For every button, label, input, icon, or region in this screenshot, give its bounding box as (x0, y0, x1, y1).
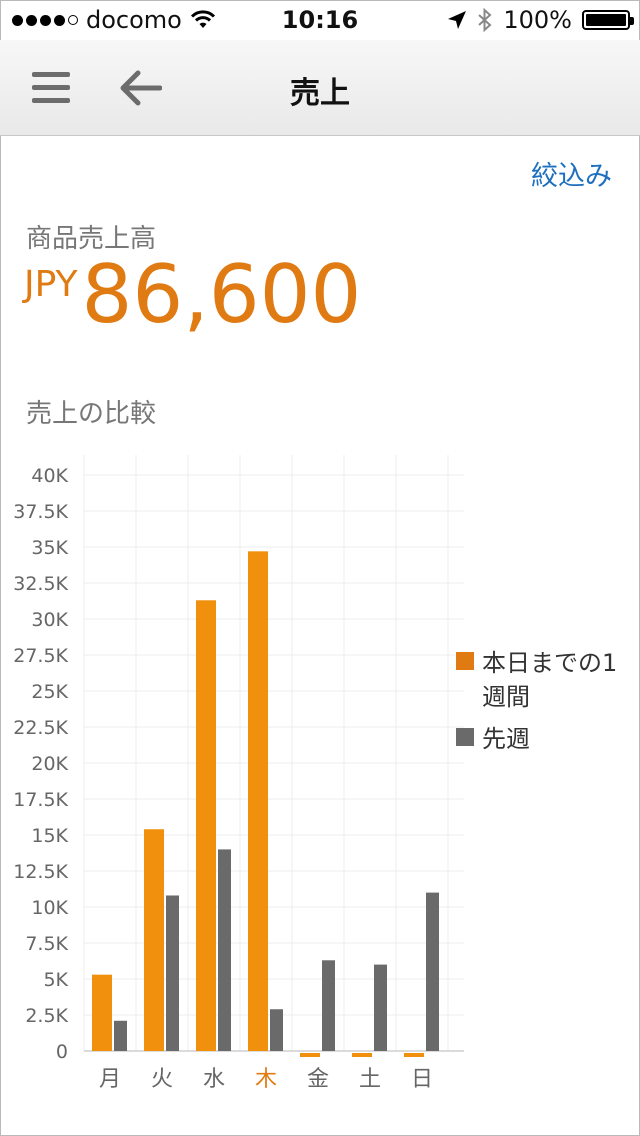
legend-label-this-week: 本日までの1週間 (482, 649, 618, 711)
x-tick-label: 木 (255, 1067, 277, 1092)
x-tick-label: 日 (411, 1067, 433, 1092)
y-tick-label: 0 (56, 1041, 68, 1063)
y-tick-label: 20K (31, 753, 68, 775)
legend-swatch-last-week (456, 728, 474, 746)
bar-this-week (300, 1053, 320, 1057)
sales-label: 商品売上高 (26, 224, 157, 254)
navigation-bar: 売上 (0, 40, 640, 136)
bar-last-week (374, 964, 387, 1051)
y-tick-label: 2.5K (25, 1005, 68, 1027)
bar-last-week (218, 849, 231, 1051)
battery-icon (582, 10, 634, 30)
y-tick-label: 27.5K (13, 645, 68, 667)
sales-comparison-chart: 0 2.5K 5K 7.5K 10K 12.5K 15K 17.5K 20K 22.5K 25K 27… (13, 455, 464, 1092)
bluetooth-icon (478, 8, 492, 32)
y-tick-label: 10K (31, 897, 68, 919)
bar-this-week (92, 974, 112, 1051)
x-tick-label: 月 (99, 1067, 121, 1092)
legend-item-this-week: 本日までの1週間 (456, 646, 632, 714)
y-tick-label: 5K (43, 969, 68, 991)
x-tick-label: 金 (307, 1067, 329, 1092)
y-tick-label: 30K (31, 609, 68, 631)
location-arrow-icon (448, 11, 467, 29)
y-tick-label: 12.5K (13, 861, 68, 883)
bar-this-week (196, 600, 216, 1051)
y-tick-label: 35K (31, 537, 68, 559)
bar-last-week (166, 895, 179, 1051)
x-tick-label: 水 (203, 1067, 225, 1092)
y-tick-label: 17.5K (13, 789, 68, 811)
bar-this-week (404, 1053, 424, 1057)
status-right-group: 100% (447, 6, 634, 34)
carrier-group: docomo (12, 6, 216, 34)
x-tick-label: 火 (151, 1067, 173, 1092)
status-bar: docomo 10:16 100% (0, 0, 640, 40)
bar-this-week (352, 1053, 372, 1057)
legend-item-last-week: 先週 (456, 722, 632, 756)
bar-last-week (114, 1020, 127, 1051)
y-tick-label: 25K (31, 681, 68, 703)
currency-code: JPY (24, 264, 78, 305)
chart-legend: 本日までの1週間 先週 (456, 646, 632, 764)
y-tick-label: 15K (31, 825, 68, 847)
y-tick-label: 40K (31, 465, 68, 487)
bar-last-week (270, 1009, 283, 1051)
sales-amount: JPY 86,600 (24, 250, 361, 340)
status-time: 10:16 (281, 6, 359, 34)
back-arrow-icon[interactable] (118, 68, 162, 108)
y-tick-label: 22.5K (13, 717, 68, 739)
x-tick-label: 土 (359, 1067, 381, 1092)
y-tick-label: 7.5K (25, 933, 68, 955)
bar-this-week (248, 551, 268, 1051)
bar-last-week (426, 892, 439, 1051)
sales-value: 86,600 (81, 248, 362, 341)
compare-label: 売上の比較 (26, 399, 157, 429)
y-tick-label: 32.5K (13, 573, 68, 595)
wifi-icon (190, 10, 215, 28)
signal-strength-icon (12, 14, 78, 26)
filter-button[interactable]: 絞込み (531, 161, 612, 192)
hamburger-menu-icon[interactable] (32, 72, 70, 104)
carrier-name: docomo (86, 6, 182, 34)
legend-label-last-week: 先週 (482, 725, 530, 753)
battery-percent: 100% (503, 6, 572, 34)
page-title: 売上 (290, 76, 350, 111)
legend-swatch-this-week (456, 652, 474, 670)
bar-this-week (144, 829, 164, 1051)
bar-last-week (322, 960, 335, 1051)
y-tick-label: 37.5K (13, 501, 68, 523)
